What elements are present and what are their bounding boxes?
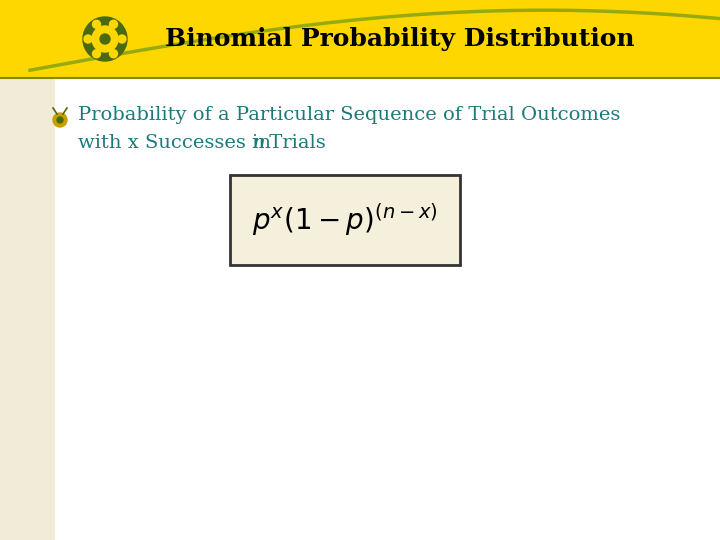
- Circle shape: [109, 21, 117, 28]
- Bar: [0, 0, 55, 540]
- Circle shape: [92, 50, 101, 58]
- Text: with x Successes in: with x Successes in: [78, 134, 277, 152]
- Text: Probability of a Particular Sequence of Trial Outcomes: Probability of a Particular Sequence of …: [78, 106, 621, 124]
- Circle shape: [57, 117, 63, 123]
- Circle shape: [83, 17, 127, 61]
- Circle shape: [109, 50, 117, 58]
- Bar: [0, 0, 720, 78]
- Text: Trials: Trials: [263, 134, 325, 152]
- Text: Binomial Probability Distribution: Binomial Probability Distribution: [165, 27, 635, 51]
- Circle shape: [92, 21, 101, 28]
- Circle shape: [92, 26, 118, 52]
- Circle shape: [53, 113, 67, 127]
- Text: $\mathit{p}^x(1-\mathit{p})^{(n-x)}$: $\mathit{p}^x(1-\mathit{p})^{(n-x)}$: [252, 202, 438, 238]
- Circle shape: [118, 35, 126, 43]
- Bar: [230, 175, 460, 265]
- Circle shape: [100, 34, 110, 44]
- Text: n: n: [253, 134, 266, 152]
- Circle shape: [84, 35, 92, 43]
